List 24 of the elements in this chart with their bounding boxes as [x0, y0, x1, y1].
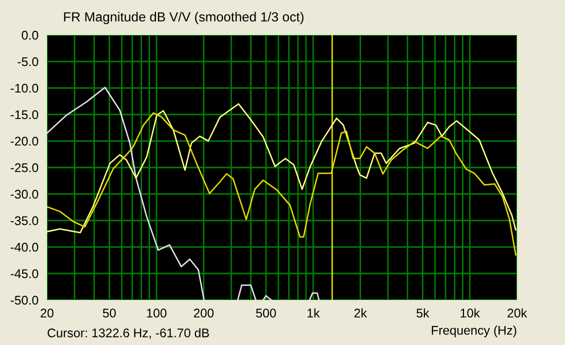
y-tick-label: 0.0	[22, 30, 38, 40]
x-tick-label: 100	[147, 308, 166, 318]
x-tick-label: 5k	[416, 308, 430, 318]
y-tick-label: -45.0	[10, 269, 38, 278]
y-tick-label: -25.0	[10, 163, 38, 172]
y-tick-label: -30.0	[10, 190, 38, 199]
y-tick-label: -15.0	[10, 110, 38, 120]
x-tick-label: 20k	[508, 308, 528, 318]
y-tick-label: -50.0	[10, 296, 38, 305]
x-tick-label: 200	[194, 308, 214, 318]
x-tick-label: 2k	[354, 308, 367, 318]
y-tick-label: -20.0	[10, 136, 38, 146]
x-tick-label: 50	[102, 308, 116, 318]
x-tick-label: 1k	[308, 308, 320, 318]
chart-title: FR Magnitude dB V/V (smoothed 1/3 oct)	[64, 12, 304, 24]
y-tick-label: -10.0	[10, 84, 38, 93]
text: Cursor: 1322.6 Hz, -61.70 dB	[48, 328, 209, 339]
x-axis-title: Frequency (Hz)	[432, 326, 516, 338]
y-tick-label: -5.0	[18, 57, 38, 66]
x-tick-label: 500	[256, 308, 276, 318]
y-tick-label: -35.0	[10, 216, 38, 226]
x-tick-label: 20	[40, 308, 54, 318]
y-tick-label: -40.0	[10, 242, 38, 252]
x-tick-label: 10k	[460, 308, 480, 318]
